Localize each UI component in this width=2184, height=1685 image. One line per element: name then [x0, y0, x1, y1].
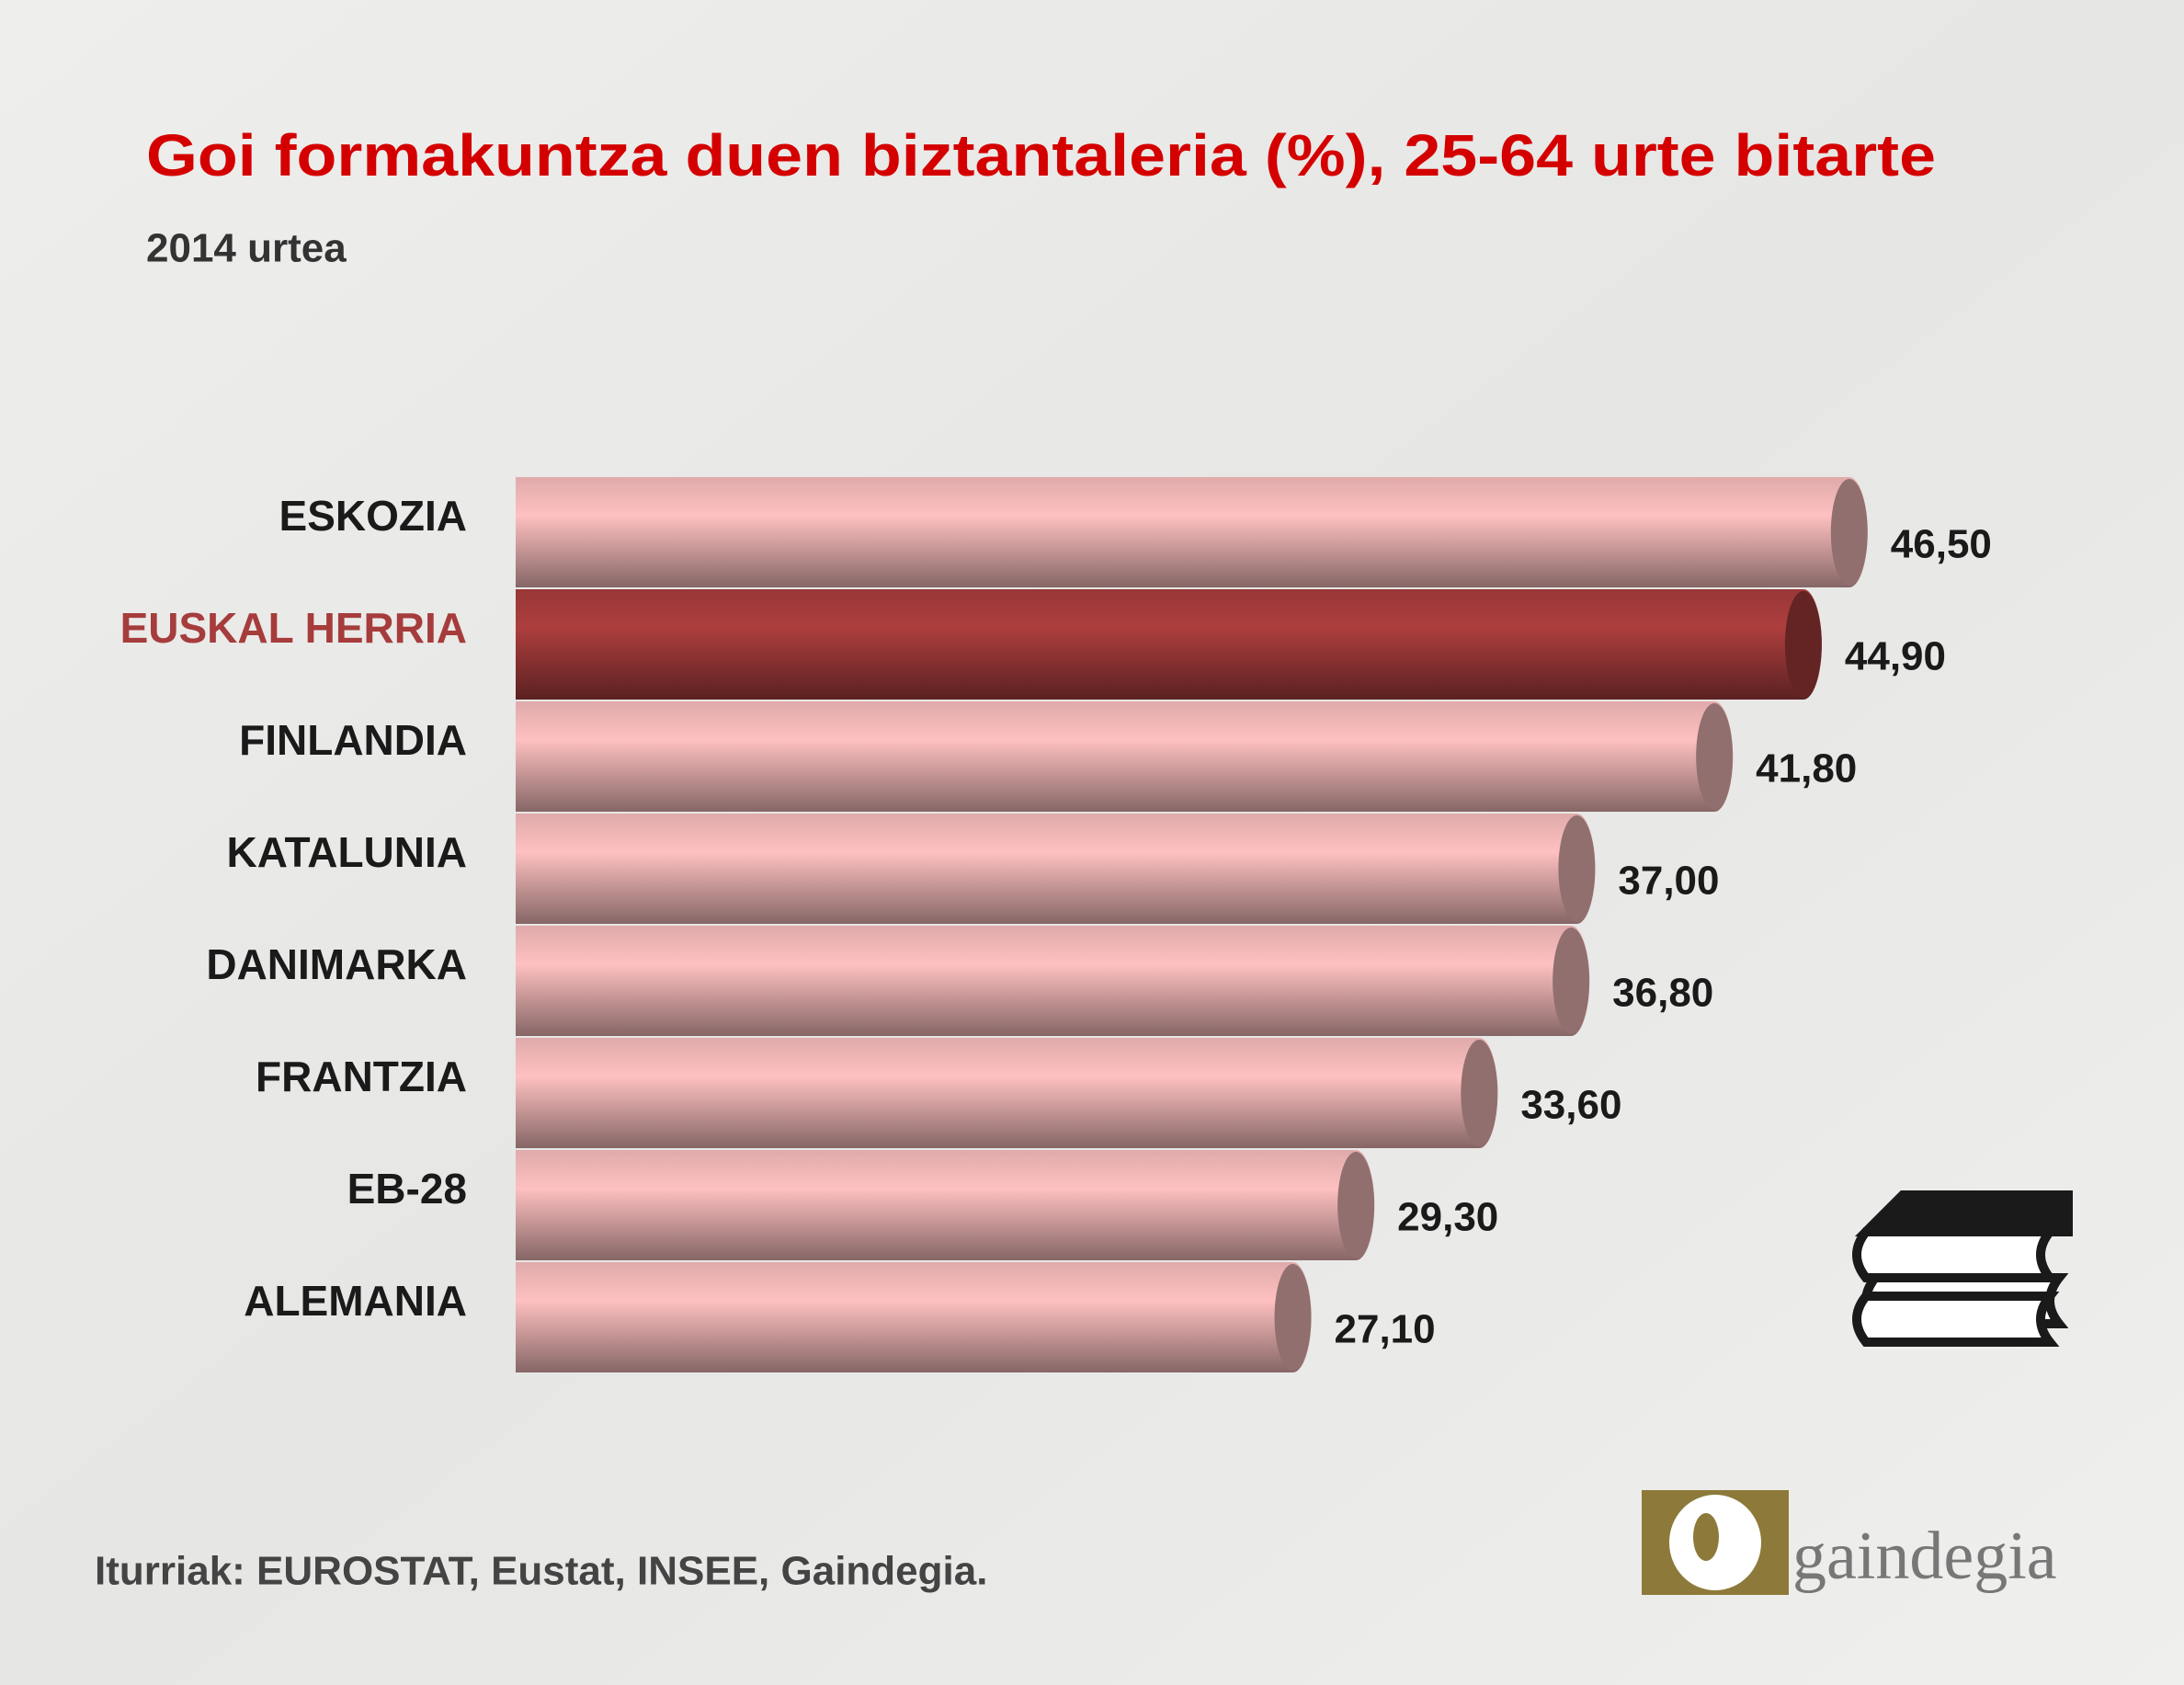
chart-subtitle: 2014 urtea	[146, 226, 347, 271]
value-label: 41,80	[1756, 746, 1857, 791]
category-label: EB-28	[347, 1165, 467, 1213]
bar	[516, 1150, 1375, 1260]
bar-cap	[1784, 591, 1822, 698]
bar-cap	[1830, 479, 1868, 586]
value-label: 29,30	[1397, 1195, 1498, 1240]
chart-title: Goi formakuntza duen biztantaleria (%), …	[146, 122, 1936, 188]
category-label: FRANTZIA	[256, 1053, 467, 1100]
bar-cap	[1337, 1152, 1375, 1258]
value-label: 44,90	[1845, 634, 1946, 679]
category-label: KATALUNIA	[227, 828, 467, 876]
category-label: ESKOZIA	[279, 492, 467, 540]
bar	[516, 701, 1734, 812]
bar-cap	[1696, 703, 1734, 810]
value-label: 33,60	[1520, 1083, 1621, 1128]
value-label: 46,50	[1891, 522, 1992, 567]
bar-cap	[1553, 928, 1590, 1034]
source-note: Iturriak: EUROSTAT, Eustat, INSEE, Gaind…	[95, 1549, 987, 1594]
bar-cap	[1274, 1264, 1312, 1371]
bar	[516, 814, 1596, 924]
bar	[516, 589, 1822, 700]
value-label: 37,00	[1618, 859, 1719, 904]
bar	[516, 1038, 1498, 1148]
bar	[516, 1262, 1312, 1372]
category-label: EUSKAL HERRIA	[120, 604, 467, 652]
bar	[516, 477, 1868, 587]
category-label: FINLANDIA	[239, 716, 467, 764]
bar	[516, 926, 1590, 1036]
value-label: 36,80	[1612, 971, 1713, 1016]
logo-text: gaindegia	[1792, 1519, 2057, 1594]
bar-cap	[1558, 815, 1596, 922]
books-icon	[1852, 1190, 2073, 1347]
category-label: DANIMARKA	[206, 940, 467, 988]
logo: gaindegia	[1642, 1490, 2057, 1595]
value-label: 27,10	[1335, 1307, 1436, 1352]
bar-cap	[1461, 1040, 1498, 1146]
category-label: ALEMANIA	[244, 1277, 467, 1325]
